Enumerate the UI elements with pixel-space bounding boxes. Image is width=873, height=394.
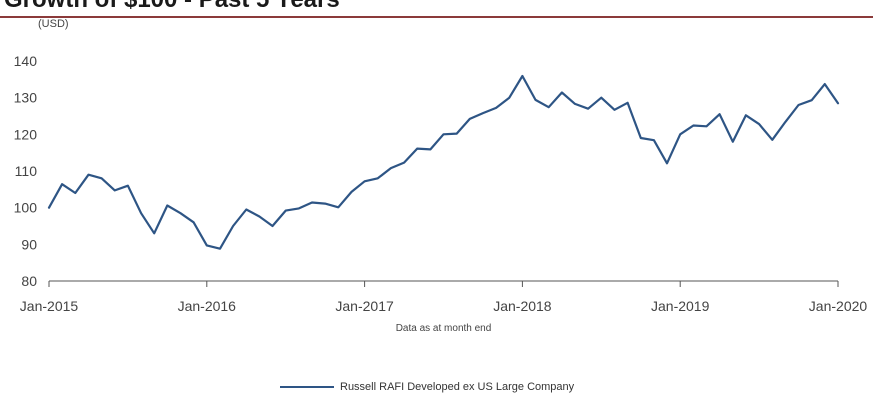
x-tick-label: Jan-2015 (20, 298, 79, 314)
x-tick-label: Jan-2020 (809, 298, 868, 314)
x-tick-label: Jan-2016 (178, 298, 237, 314)
legend: Russell RAFI Developed ex US Large Compa… (280, 380, 574, 394)
y-axis-unit-label: (USD) (38, 18, 69, 30)
y-tick-label: 130 (14, 90, 38, 106)
series-line (47, 74, 840, 250)
x-tick-label: Jan-2018 (493, 298, 552, 314)
y-tick-label: 140 (14, 53, 38, 69)
y-tick-label: 110 (15, 163, 38, 179)
chart-title: Growth of $100 - Past 5 Years (4, 0, 340, 14)
y-tick-label: 90 (21, 236, 37, 252)
legend-swatch (280, 386, 334, 388)
x-tick-label: Jan-2019 (651, 298, 710, 314)
data-note: Data as at month end (396, 323, 492, 334)
y-axis: 80 90 100 110 120 130 140 (14, 53, 38, 289)
y-tick-label: 80 (21, 273, 37, 289)
y-tick-label: 120 (14, 126, 38, 142)
legend-label: Russell RAFI Developed ex US Large Compa… (340, 381, 575, 393)
x-axis: Jan-2015 Jan-2016 Jan-2017 Jan-2018 Jan-2019… (20, 281, 868, 314)
y-tick-label: 100 (14, 200, 38, 216)
title-strip: Growth of $100 - Past 5 Years (0, 0, 873, 18)
series-group (47, 74, 840, 250)
x-tick-label: Jan-2017 (335, 298, 394, 314)
